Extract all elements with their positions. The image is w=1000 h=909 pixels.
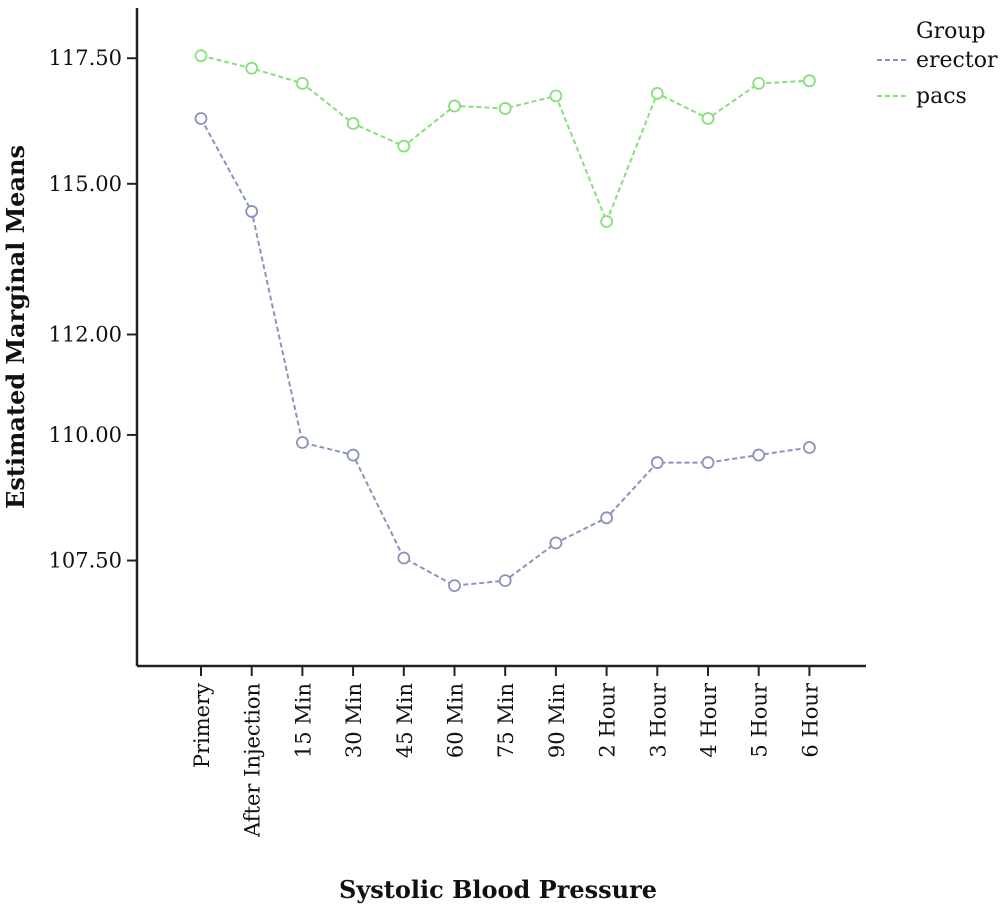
legend-label: pacs	[916, 84, 967, 109]
data-point	[448, 579, 461, 593]
y-tick-label: 112.00	[49, 322, 122, 346]
data-point	[295, 436, 309, 449]
x-tick-label: 2 Hour	[596, 682, 620, 758]
x-tick-label: 45 Min	[393, 683, 417, 758]
data-point	[549, 536, 563, 550]
series-layer	[194, 49, 816, 593]
y-axis-title: Estimated Marginal Means	[1, 145, 30, 509]
x-tick-label: 90 Min	[545, 683, 569, 758]
y-ticks: 117.50 115.00 112.00 110.00 107.50	[49, 46, 137, 573]
data-point	[194, 49, 208, 63]
x-tick-label: 6 Hour	[798, 682, 822, 758]
series-erector	[194, 112, 816, 593]
data-point	[803, 74, 816, 88]
data-point	[752, 76, 766, 90]
data-point	[245, 205, 259, 218]
legend: Group erector pacs	[877, 19, 998, 109]
data-point	[245, 61, 259, 75]
x-tick-label: Primery	[190, 683, 214, 768]
data-point	[346, 448, 360, 462]
data-point	[448, 99, 461, 113]
data-point	[752, 448, 766, 462]
series-pacs	[194, 49, 816, 228]
data-point	[194, 112, 208, 125]
data-point	[701, 112, 715, 125]
axes	[135, 8, 866, 668]
legend-title: Group	[916, 19, 986, 44]
x-tick-label: 3 Hour	[646, 682, 670, 758]
data-point	[650, 456, 664, 469]
data-point	[397, 139, 411, 153]
data-point	[498, 102, 512, 115]
series-line	[200, 118, 810, 587]
x-tick-label: 4 Hour	[697, 682, 721, 758]
x-tick-label: 30 Min	[342, 683, 366, 758]
x-tick-label: 5 Hour	[748, 682, 772, 758]
data-point	[803, 441, 816, 454]
data-point	[600, 511, 613, 525]
data-point	[498, 574, 512, 588]
x-tick-label: 75 Min	[494, 683, 518, 758]
x-tick-label: 60 Min	[444, 683, 468, 758]
data-point	[549, 89, 563, 103]
x-axis-title: Systolic Blood Pressure	[339, 875, 657, 904]
data-point	[650, 86, 664, 100]
legend-label: erector	[916, 48, 998, 73]
x-tick-label: 15 Min	[291, 683, 315, 758]
series-line	[200, 54, 810, 225]
x-tick-label: After Injection	[241, 683, 265, 838]
x-ticks: Primery After Injection 15 Min 30 Min 45 Min…	[190, 666, 822, 838]
data-point	[701, 456, 715, 469]
data-point	[397, 551, 411, 565]
y-tick-label: 107.50	[49, 549, 122, 573]
data-point	[600, 215, 613, 228]
data-point	[295, 76, 309, 90]
y-tick-label: 115.00	[49, 172, 122, 196]
y-tick-label: 117.50	[49, 46, 122, 70]
data-point	[346, 117, 360, 130]
y-tick-label: 110.00	[49, 423, 122, 447]
